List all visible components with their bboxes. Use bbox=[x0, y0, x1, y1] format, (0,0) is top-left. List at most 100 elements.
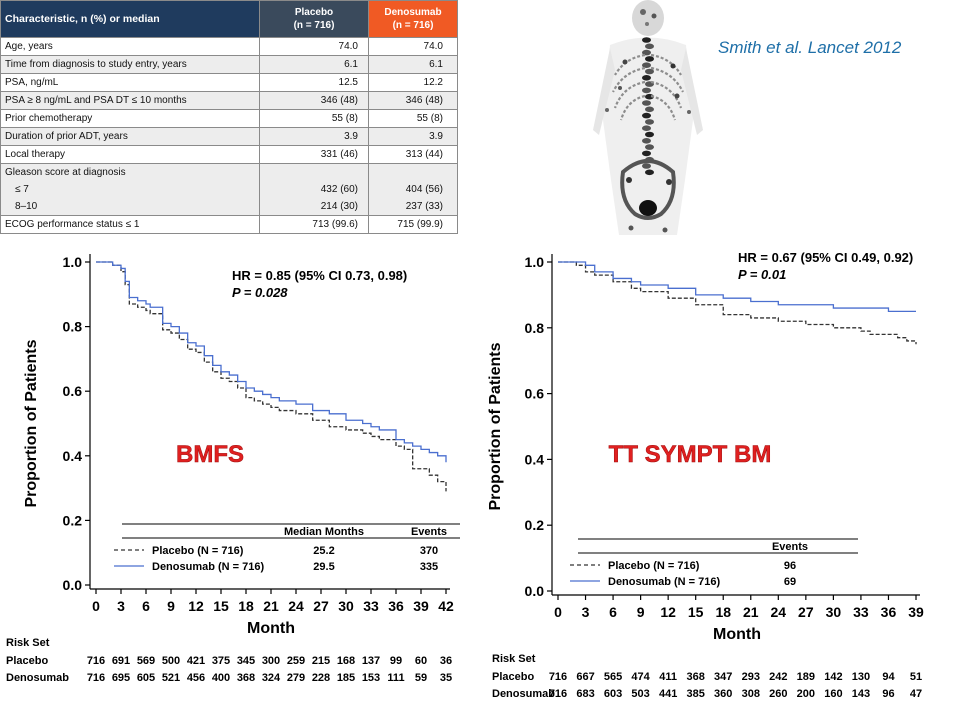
km-chart-symptomatic-bm: 0.0 0.2 0.4 0.6 0.8 1.0 0 3 6 9 12 15 18 21 24 27 30 33 36… bbox=[482, 240, 960, 725]
row-label: ≤ 7 bbox=[0, 181, 260, 198]
cell-denosumab: 6.1 bbox=[368, 55, 458, 74]
x-tick-label: 9 bbox=[167, 598, 175, 614]
risk-value: 51 bbox=[910, 671, 922, 683]
cell-denosumab: 74.0 bbox=[368, 37, 458, 56]
vertebra-hotspot bbox=[642, 87, 651, 94]
risk-value: 185 bbox=[337, 672, 355, 684]
vertebra-hotspot bbox=[642, 75, 651, 81]
table-row: Prior chemotherapy 55 (8) 55 (8) bbox=[0, 109, 458, 128]
y-axis-title: Proportion of Patients bbox=[23, 339, 40, 507]
km-chart-bmfs-svg: 0.00.20.40.60.81.00 3 6 9 12 15 18 21 24 27 30 33 36… bbox=[6, 254, 460, 684]
header-placebo: Placebo (n = 716) bbox=[259, 0, 369, 38]
vertebra-hotspot bbox=[642, 138, 651, 144]
risk-row-label: Denosumab bbox=[492, 688, 555, 700]
hazard-ratio: HR = 0.85 (95% CI 0.73, 0.98) bbox=[232, 268, 407, 283]
risk-value: 308 bbox=[742, 688, 760, 700]
x-tick-label: 18 bbox=[238, 598, 254, 614]
x-tick-label: 42 bbox=[438, 598, 454, 614]
table-row: PSA, ng/mL 12.5 12.2 bbox=[0, 73, 458, 92]
vertebra-hotspot bbox=[642, 150, 651, 157]
cell-placebo: 6.1 bbox=[259, 55, 369, 74]
vertebra-hotspot bbox=[642, 37, 651, 43]
legend-value: 29.5 bbox=[313, 561, 334, 573]
cell-placebo: 3.9 bbox=[259, 127, 369, 146]
row-label: 8–10 bbox=[0, 198, 260, 216]
x-tick-label: 27 bbox=[313, 598, 329, 614]
vertebra-hotspot bbox=[645, 106, 654, 113]
risk-value: 368 bbox=[237, 672, 255, 684]
vertebra-hotspot bbox=[642, 62, 651, 68]
x-tick-label: 33 bbox=[853, 604, 869, 620]
vertebra-hotspot bbox=[645, 68, 654, 75]
cell-placebo: 12.5 bbox=[259, 73, 369, 92]
cell-placebo: 331 (46) bbox=[259, 145, 369, 164]
risk-value: 360 bbox=[714, 688, 732, 700]
x-tick-label: 6 bbox=[142, 598, 150, 614]
x-tick-label: 24 bbox=[771, 604, 787, 620]
risk-value: 716 bbox=[87, 672, 105, 684]
risk-value: 474 bbox=[631, 671, 650, 683]
risk-row-label: Denosumab bbox=[6, 672, 69, 684]
risk-value: 35 bbox=[440, 672, 452, 684]
risk-value: 59 bbox=[415, 672, 427, 684]
row-label: Duration of prior ADT, years bbox=[0, 127, 260, 146]
table-row: Time from diagnosis to study entry, year… bbox=[0, 55, 458, 74]
x-tick-label: 27 bbox=[798, 604, 814, 620]
vertebra-hotspot bbox=[642, 112, 651, 119]
legend-value: 96 bbox=[784, 560, 796, 572]
risk-value: 242 bbox=[769, 671, 787, 683]
x-axis-title: Month bbox=[247, 620, 295, 637]
vertebra-hotspot bbox=[642, 163, 651, 169]
risk-value: 683 bbox=[576, 688, 594, 700]
x-tick-label: 36 bbox=[881, 604, 897, 620]
risk-value: 441 bbox=[659, 688, 677, 700]
bone-scan-image bbox=[585, 0, 710, 240]
y-tick-label: 0.2 bbox=[63, 512, 83, 528]
risk-value: 716 bbox=[549, 671, 567, 683]
y-tick-label: 0.6 bbox=[63, 383, 83, 399]
risk-value: 99 bbox=[390, 655, 402, 667]
x-tick-label: 9 bbox=[637, 604, 645, 620]
placebo-curve bbox=[558, 261, 917, 345]
vertebra-hotspot bbox=[645, 144, 654, 150]
x-tick-label: 3 bbox=[117, 598, 125, 614]
risk-value: 168 bbox=[337, 655, 355, 667]
risk-value: 667 bbox=[576, 671, 594, 683]
row-label: Prior chemotherapy bbox=[0, 109, 260, 128]
risk-value: 324 bbox=[262, 672, 281, 684]
risk-value: 347 bbox=[714, 671, 732, 683]
risk-value: 375 bbox=[212, 655, 230, 667]
cell-placebo: 713 (99.6) bbox=[259, 215, 369, 234]
p-value: P = 0.028 bbox=[232, 285, 288, 300]
risk-value: 691 bbox=[112, 655, 130, 667]
table-row: Age, years 74.0 74.0 bbox=[0, 37, 458, 56]
cell-denosumab: 55 (8) bbox=[368, 109, 458, 128]
y-tick-label: 0.6 bbox=[525, 386, 545, 402]
x-tick-label: 36 bbox=[388, 598, 404, 614]
risk-value: 228 bbox=[312, 672, 330, 684]
vertebra-hotspot bbox=[645, 131, 654, 138]
vertebra-hotspot bbox=[645, 169, 654, 176]
table-row: ≤ 7 432 (60) 404 (56) bbox=[0, 181, 458, 198]
risk-value: 565 bbox=[604, 671, 622, 683]
risk-value: 368 bbox=[687, 671, 705, 683]
x-tick-label: 39 bbox=[413, 598, 429, 614]
legend-series-name: Denosumab (N = 716) bbox=[152, 561, 265, 573]
row-label: Age, years bbox=[0, 37, 260, 56]
table-row: Local therapy 331 (46) 313 (44) bbox=[0, 145, 458, 164]
legend-header: Events bbox=[772, 541, 808, 553]
x-tick-label: 39 bbox=[908, 604, 924, 620]
risk-value: 137 bbox=[362, 655, 380, 667]
cell-placebo: 214 (30) bbox=[259, 198, 369, 216]
table-row: Duration of prior ADT, years 3.9 3.9 bbox=[0, 127, 458, 146]
y-axis-title: Proportion of Patients bbox=[487, 342, 504, 510]
risk-value: 200 bbox=[797, 688, 815, 700]
y-tick-label: 1.0 bbox=[525, 254, 545, 270]
cell-denosumab: 346 (48) bbox=[368, 91, 458, 110]
vertebra-hotspot bbox=[645, 119, 654, 125]
y-tick-label: 0.8 bbox=[63, 319, 83, 335]
legend-header: Events bbox=[411, 526, 447, 538]
risk-value: 189 bbox=[797, 671, 815, 683]
x-tick-label: 15 bbox=[213, 598, 229, 614]
risk-value: 279 bbox=[287, 672, 305, 684]
